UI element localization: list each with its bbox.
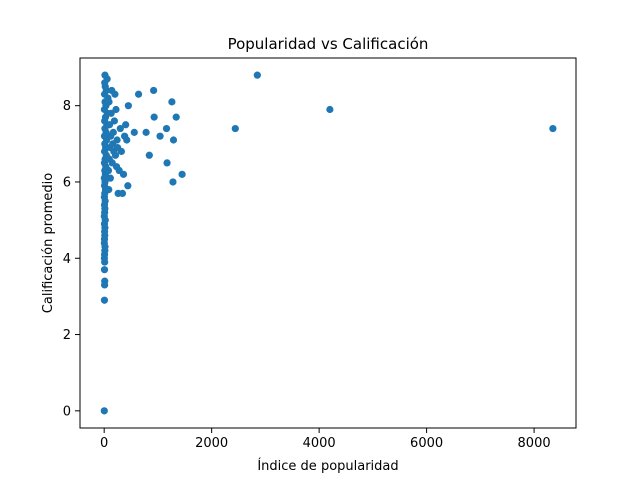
data-point: [326, 105, 334, 114]
data-point: [168, 98, 176, 106]
data-point: [172, 113, 180, 121]
data-point: [124, 102, 132, 110]
data-point: [100, 407, 108, 415]
y-tick-label: 4: [63, 252, 71, 267]
x-tick-label: 2000: [195, 436, 228, 451]
data-point: [163, 159, 171, 167]
data-point: [105, 121, 114, 129]
data-point: [134, 90, 143, 98]
data-point: [142, 128, 150, 136]
data-point: [107, 109, 115, 117]
data-point: [150, 86, 158, 95]
data-point: [100, 296, 109, 304]
data-point: [119, 170, 128, 178]
x-tick-label: 6000: [410, 436, 443, 451]
data-point: [150, 113, 158, 121]
data-point: [117, 147, 125, 156]
data-point: [124, 182, 132, 190]
x-tick-label: 0: [100, 436, 108, 451]
data-point: [169, 136, 178, 144]
data-point: [145, 151, 153, 159]
y-axis-title: Calificación promedio: [41, 173, 56, 313]
data-point: [100, 266, 109, 274]
y-tick-label: 2: [63, 328, 71, 343]
data-point: [116, 124, 124, 133]
data-point: [106, 174, 114, 182]
data-point: [113, 136, 121, 144]
data-point: [122, 121, 130, 129]
data-point: [549, 124, 557, 133]
data-point: [112, 105, 120, 114]
y-tick-label: 0: [63, 404, 71, 419]
data-point: [123, 136, 131, 144]
data-point: [110, 117, 118, 125]
data-points: [100, 71, 557, 415]
axis-ticks: 0 2000 4000 6000 8000 0 2 4 6 8: [63, 99, 551, 451]
y-tick-label: 8: [63, 99, 71, 114]
data-point: [101, 71, 109, 79]
data-point: [111, 151, 120, 159]
data-point: [156, 132, 164, 140]
data-point: [162, 124, 171, 133]
data-point: [105, 186, 113, 194]
data-point: [178, 170, 186, 178]
plot-area-frame: [79, 57, 577, 429]
x-axis-title: Índice de popularidad: [257, 458, 398, 474]
data-point: [104, 166, 113, 175]
x-tick-label: 8000: [518, 436, 551, 451]
data-point: [105, 98, 113, 106]
data-point: [231, 124, 239, 133]
y-tick-label: 6: [63, 175, 71, 190]
data-point: [109, 128, 117, 136]
data-point: [130, 128, 138, 136]
chart-title: Popularidad vs Calificación: [228, 35, 429, 53]
data-point: [101, 277, 109, 285]
data-point: [253, 71, 261, 79]
x-tick-label: 4000: [303, 436, 336, 451]
data-point: [169, 178, 177, 186]
data-point: [118, 189, 127, 198]
data-point: [111, 90, 119, 98]
